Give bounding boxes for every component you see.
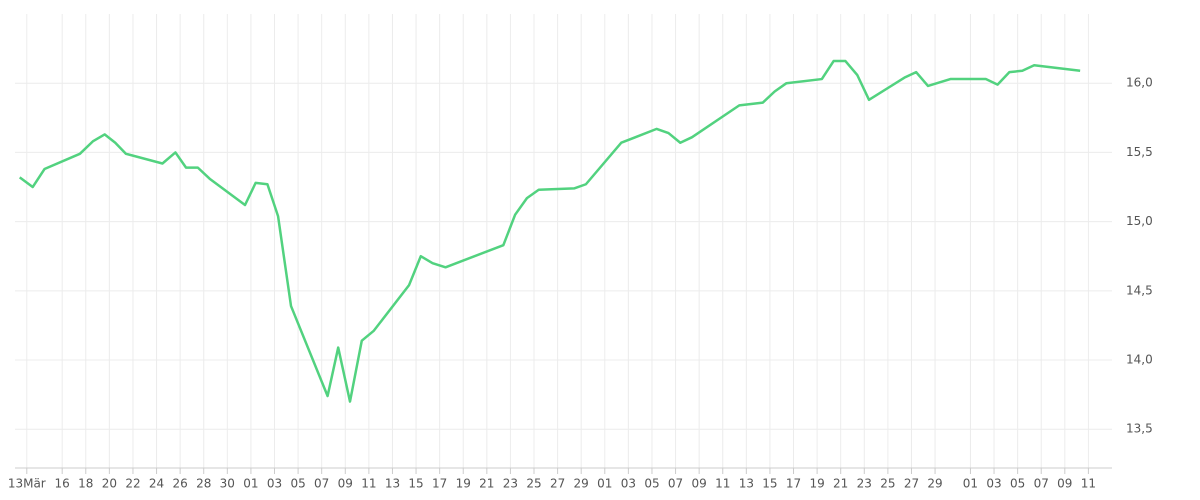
x-tick-label: 27 bbox=[550, 477, 565, 491]
x-tick-label: 07 bbox=[314, 477, 329, 491]
x-tick-label: 21 bbox=[479, 477, 494, 491]
x-tick-label: 27 bbox=[904, 477, 919, 491]
x-tick-label: 13Mär bbox=[8, 477, 46, 491]
x-tick-label: 03 bbox=[986, 477, 1001, 491]
x-tick-label: 29 bbox=[574, 477, 589, 491]
y-tick-label: 15,5 bbox=[1126, 145, 1153, 159]
y-tick-label: 13,5 bbox=[1126, 422, 1153, 436]
x-tick-label: 13 bbox=[739, 477, 754, 491]
x-tick-label: 15 bbox=[762, 477, 777, 491]
x-tick-label: 09 bbox=[692, 477, 707, 491]
x-tick-label: 16 bbox=[55, 477, 70, 491]
x-tick-label: 03 bbox=[621, 477, 636, 491]
x-tick-label: 22 bbox=[125, 477, 140, 491]
x-tick-label: 20 bbox=[102, 477, 117, 491]
x-tick-label: 07 bbox=[1034, 477, 1049, 491]
x-tick-label: 23 bbox=[503, 477, 518, 491]
y-tick-label: 16,0 bbox=[1126, 76, 1153, 90]
x-tick-label: 03 bbox=[267, 477, 282, 491]
x-tick-label: 13 bbox=[385, 477, 400, 491]
x-tick-label: 26 bbox=[172, 477, 187, 491]
y-tick-label: 15,0 bbox=[1126, 214, 1153, 228]
x-tick-label: 05 bbox=[290, 477, 305, 491]
x-tick-label: 01 bbox=[597, 477, 612, 491]
y-tick-label: 14,5 bbox=[1126, 283, 1153, 297]
x-tick-label: 07 bbox=[668, 477, 683, 491]
x-tick-label: 01 bbox=[963, 477, 978, 491]
x-tick-label: 11 bbox=[361, 477, 376, 491]
x-tick-label: 01 bbox=[243, 477, 258, 491]
x-tick-label: 11 bbox=[715, 477, 730, 491]
x-tick-label: 25 bbox=[880, 477, 895, 491]
x-tick-label: 23 bbox=[857, 477, 872, 491]
x-tick-label: 05 bbox=[644, 477, 659, 491]
x-tick-label: 18 bbox=[78, 477, 93, 491]
x-tick-label: 29 bbox=[927, 477, 942, 491]
x-tick-label: 25 bbox=[526, 477, 541, 491]
x-tick-label: 21 bbox=[833, 477, 848, 491]
x-tick-label: 09 bbox=[1057, 477, 1072, 491]
x-tick-label: 28 bbox=[196, 477, 211, 491]
x-tick-label: 19 bbox=[456, 477, 471, 491]
y-tick-label: 14,0 bbox=[1126, 353, 1153, 367]
x-tick-label: 11 bbox=[1081, 477, 1096, 491]
x-tick-label: 17 bbox=[432, 477, 447, 491]
x-tick-label: 05 bbox=[1010, 477, 1025, 491]
x-tick-label: 30 bbox=[220, 477, 235, 491]
x-tick-label: 15 bbox=[408, 477, 423, 491]
x-tick-label: 09 bbox=[338, 477, 353, 491]
x-tick-label: 24 bbox=[149, 477, 164, 491]
x-tick-label: 19 bbox=[809, 477, 824, 491]
x-tick-label: 17 bbox=[786, 477, 801, 491]
line-series bbox=[18, 59, 1081, 403]
